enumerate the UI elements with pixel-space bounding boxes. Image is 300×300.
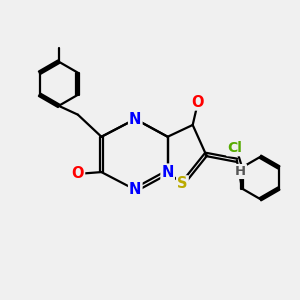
Text: N: N <box>129 182 142 197</box>
Text: H: H <box>235 165 246 178</box>
Text: N: N <box>161 165 174 180</box>
Text: O: O <box>72 166 84 181</box>
Text: S: S <box>177 176 188 191</box>
Text: Cl: Cl <box>227 141 242 155</box>
Text: O: O <box>191 94 203 110</box>
Text: N: N <box>129 112 142 127</box>
